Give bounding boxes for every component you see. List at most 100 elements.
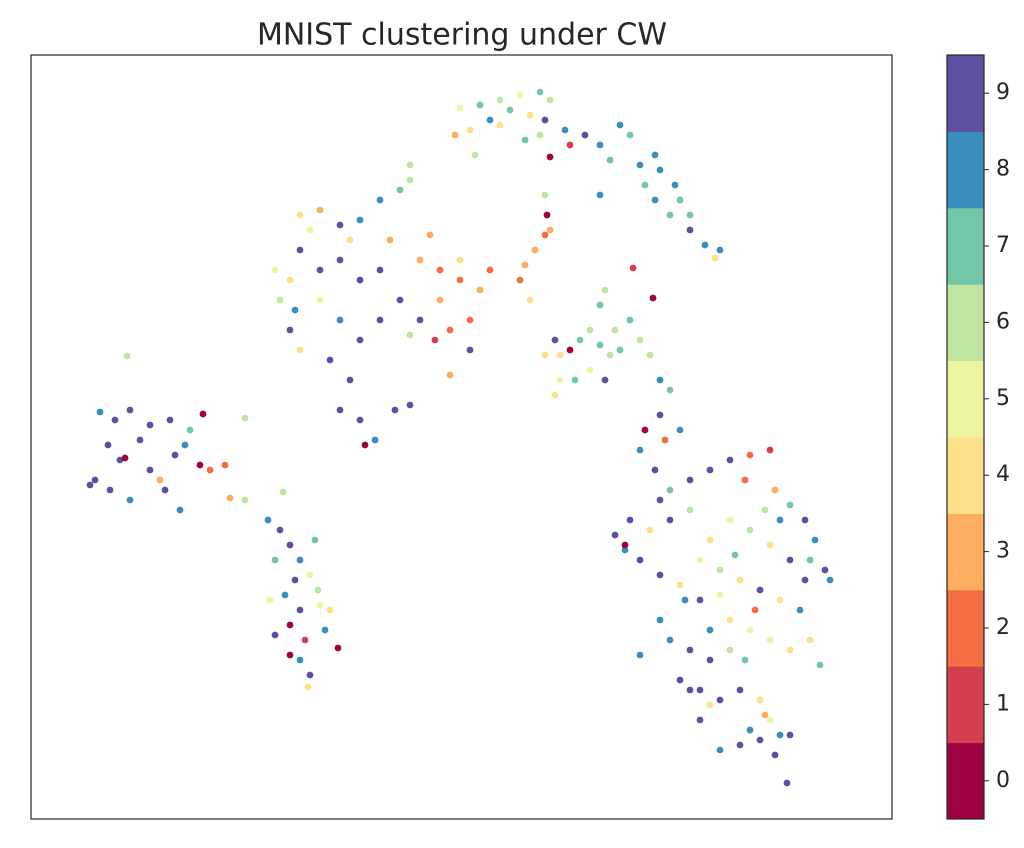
colorbar-tick-label: 5 — [996, 386, 1010, 411]
point — [716, 566, 724, 574]
colorbar-tick-label: 8 — [996, 157, 1010, 182]
point — [181, 441, 189, 449]
point — [206, 466, 214, 474]
point — [111, 416, 119, 424]
point — [264, 516, 272, 524]
point — [271, 556, 279, 564]
point — [566, 141, 574, 149]
point — [656, 616, 664, 624]
point — [296, 211, 304, 219]
point — [486, 116, 494, 124]
point — [756, 696, 764, 704]
point — [306, 571, 314, 579]
point — [286, 621, 294, 629]
point — [766, 541, 774, 549]
point — [406, 331, 414, 339]
point — [431, 336, 439, 344]
point — [121, 454, 129, 462]
point — [716, 246, 724, 254]
point — [611, 326, 619, 334]
point — [456, 256, 464, 264]
point — [586, 366, 594, 374]
point — [221, 461, 229, 469]
point — [806, 556, 814, 564]
point — [636, 446, 644, 454]
point — [751, 606, 759, 614]
point — [126, 406, 134, 414]
point — [741, 656, 749, 664]
colorbar-tick-label: 3 — [996, 539, 1010, 564]
point — [556, 376, 564, 384]
point — [516, 276, 524, 284]
colorbar-tick-label: 9 — [996, 80, 1010, 105]
point — [296, 246, 304, 254]
point — [296, 656, 304, 664]
point — [701, 241, 709, 249]
point — [686, 211, 694, 219]
point — [176, 506, 184, 514]
point — [756, 586, 764, 594]
point — [171, 451, 179, 459]
point — [601, 286, 609, 294]
point — [336, 256, 344, 264]
point — [736, 741, 744, 749]
colorbar-segment — [947, 589, 984, 667]
point — [661, 436, 669, 444]
point — [356, 216, 364, 224]
colorbar-tick-label: 0 — [996, 768, 1010, 793]
point — [396, 186, 404, 194]
point — [621, 546, 629, 554]
point — [596, 191, 604, 199]
point — [736, 576, 744, 584]
colorbar-segment — [947, 437, 984, 514]
point — [726, 516, 734, 524]
point — [656, 571, 664, 579]
point — [566, 346, 574, 354]
point — [416, 256, 424, 264]
point — [706, 656, 714, 664]
point — [806, 636, 814, 644]
point — [696, 686, 704, 694]
point — [771, 486, 779, 494]
point — [746, 526, 754, 534]
point — [706, 466, 714, 474]
point — [316, 206, 324, 214]
point — [311, 536, 319, 544]
point — [731, 551, 739, 559]
point — [696, 716, 704, 724]
point — [626, 316, 634, 324]
point — [581, 131, 589, 139]
point — [783, 779, 791, 787]
colorbar-segment — [947, 284, 984, 362]
point — [766, 716, 774, 724]
point — [666, 636, 674, 644]
point — [776, 516, 784, 524]
point — [541, 191, 549, 199]
point — [241, 496, 249, 504]
point — [356, 336, 364, 344]
point — [746, 451, 754, 459]
point — [676, 676, 684, 684]
point — [746, 626, 754, 634]
point — [651, 151, 659, 159]
point — [656, 376, 664, 384]
point — [436, 266, 444, 274]
point — [666, 516, 674, 524]
point — [314, 586, 322, 594]
colorbar-tick-label: 7 — [996, 233, 1010, 258]
point — [376, 316, 384, 324]
point — [616, 346, 624, 354]
point — [286, 651, 294, 659]
point — [356, 276, 364, 284]
point — [541, 231, 549, 239]
point — [821, 566, 829, 574]
point — [716, 746, 724, 754]
point — [536, 131, 544, 139]
point — [456, 104, 464, 112]
point — [416, 316, 424, 324]
colorbar-segment — [947, 55, 984, 132]
point — [621, 541, 629, 549]
point — [826, 576, 834, 584]
point — [226, 494, 234, 502]
point — [326, 356, 334, 364]
